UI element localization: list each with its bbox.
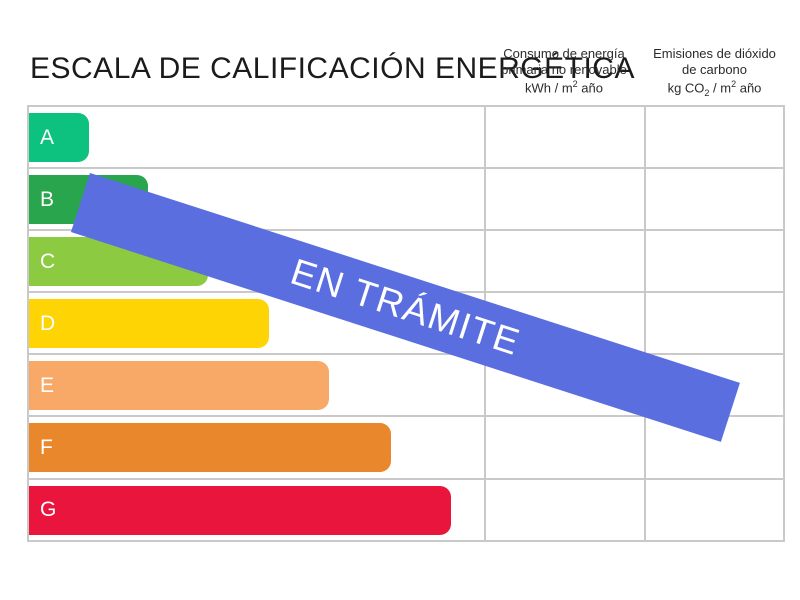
emisiones-header-unit: kg CO2 / m2 año [667,79,762,98]
consumo-header-line1: Consumo de energía [503,46,625,61]
consumo-cell-f [486,417,644,478]
emisiones-cell-d [646,293,783,354]
consumo-cell-g [486,479,644,540]
rating-bar-e: E [29,361,329,411]
rating-letter: C [40,249,56,273]
emisiones-header-line2: de carbono [681,61,748,77]
consumo-cell-a [486,107,644,168]
rating-letter: B [40,187,55,211]
consumo-cell-b [486,169,644,230]
rating-row-e: E [29,355,484,416]
rating-letter: D [40,311,56,335]
rating-letter: E [40,373,55,397]
rating-row-g: G [29,479,484,540]
rating-bar-a: A [29,113,89,162]
rating-bar-f: F [29,423,391,473]
rating-letter: F [40,435,53,459]
column-header-consumo: Consumo de energía primaria no renovable… [484,46,644,96]
emisiones-cell-g [646,479,783,540]
rating-row-f: F [29,417,484,478]
emisiones-header-line1: Emisiones de dióxido [653,46,776,61]
consumo-cell-c [486,231,644,292]
rating-bar-g: G [29,485,451,535]
column-header-emisiones: Emisiones de dióxido de carbono kg CO2 /… [644,46,785,101]
rating-row-a: A [29,107,484,168]
consumo-header-line2: primaria no renovable [501,61,627,77]
emisiones-cell-b [646,169,783,230]
rating-bar-d: D [29,299,269,349]
emisiones-cell-a [646,107,783,168]
rating-letter: G [40,498,57,522]
rating-letter: A [40,125,55,149]
page-title: ESCALA DE CALIFICACIÓN ENERGÉTICA [30,52,635,85]
consumo-header-unit: kWh / m2 año [525,79,603,96]
emisiones-cell-c [646,231,783,292]
